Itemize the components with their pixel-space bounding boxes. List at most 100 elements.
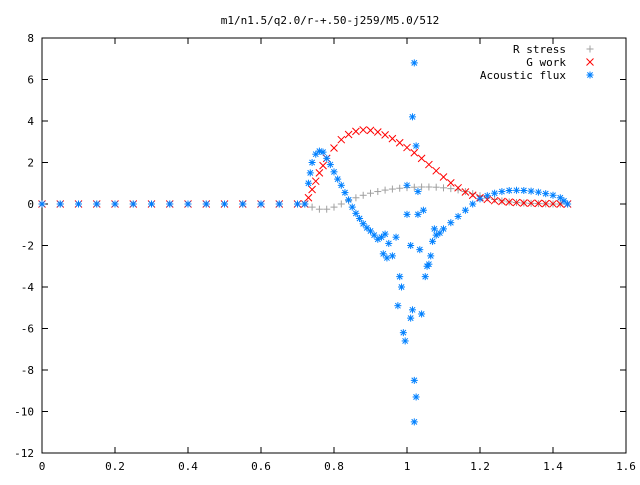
data-point [344,130,353,139]
data-point [202,200,210,208]
series-acoustic-flux [38,59,572,426]
data-point [440,225,447,233]
data-point [490,196,499,205]
data-point [417,154,426,163]
y-tick-label: -12 [14,447,34,460]
data-point [505,198,514,206]
x-axis: 0 0.2 0.4 0.6 0.8 1 1.2 1.4 1.6 [39,38,636,473]
data-point [432,183,440,191]
data-point [491,195,499,203]
y-tick-label: -2 [21,240,34,253]
data-point [519,199,528,207]
legend-label: R stress [513,43,566,56]
data-point [407,242,415,249]
data-point [401,337,409,345]
data-point [418,310,426,318]
data-point [403,143,411,152]
data-point [395,138,404,147]
x-tick-label: 1.2 [470,460,490,473]
data-point [541,199,550,208]
legend-marker [586,71,594,79]
data-point [408,306,416,314]
data-point [412,393,420,401]
data-point [392,233,400,241]
y-tick-label: 0 [27,198,34,211]
legend-marker [586,58,594,66]
data-point [356,215,364,223]
data-point [308,159,316,166]
data-point [388,185,396,193]
data-point [425,183,433,191]
data-point [436,229,444,237]
data-point [432,166,441,175]
x-tick-label: 0.8 [324,460,344,473]
data-point [221,200,228,208]
data-point [454,212,462,220]
chart-title: m1/n1.5/q2.0/r-+.50-j259/M5.0/512 [221,14,440,27]
data-point [341,189,349,197]
data-point [398,283,406,291]
data-point [366,126,375,135]
data-point [294,200,301,208]
data-point [408,113,416,121]
data-point [425,160,433,169]
data-point [315,147,323,155]
data-point [476,195,484,203]
y-tick-label: -8 [21,364,34,377]
data-point [439,173,448,181]
data-point [403,181,411,189]
data-point [345,196,353,204]
data-point [319,161,327,170]
data-point [425,260,433,268]
data-point [38,200,46,208]
data-point [414,188,422,196]
data-point [352,209,360,217]
data-point [308,203,316,211]
data-point [323,154,331,162]
data-point [527,199,535,208]
data-point [330,168,338,176]
data-point [148,200,155,208]
data-point [512,198,521,207]
data-point [412,142,420,150]
data-point [330,203,338,211]
series-g-work [38,126,572,208]
y-tick-label: -6 [21,323,34,336]
y-tick-label: 2 [27,157,34,170]
data-point [534,188,542,196]
data-point [381,186,389,194]
data-point [319,148,327,156]
data-point [446,178,455,187]
data-point [337,181,345,189]
data-point [418,183,426,191]
data-point [491,189,499,197]
series-layer [38,59,572,426]
data-point [534,199,543,208]
x-tick-label: 1.4 [543,460,563,473]
series-r-stress [38,183,572,213]
data-point [326,161,334,169]
data-point [396,184,404,192]
legend-marker [586,45,594,53]
data-point [469,190,477,198]
data-point [308,185,316,194]
data-point [542,190,550,198]
data-point [129,200,137,208]
data-point [374,188,382,196]
y-tick-label: 6 [27,74,34,87]
data-point [388,134,397,143]
data-point [166,200,174,208]
data-point [359,126,368,134]
data-point [403,210,411,218]
data-point [373,128,382,136]
data-point [75,200,82,208]
data-point [184,200,192,208]
x-tick-label: 1 [404,460,411,473]
data-point [564,200,572,208]
data-point [385,239,393,247]
data-point [301,200,309,208]
data-point [410,59,418,67]
data-point [527,187,535,195]
